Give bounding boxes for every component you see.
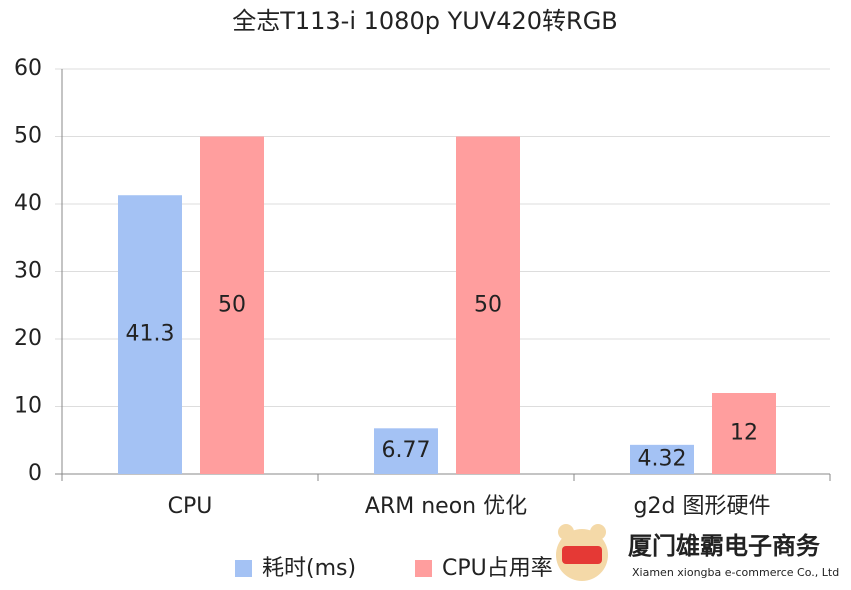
watermark: 厦门雄霸电子商务 Xiamen xiongba e-commerce Co., L… xyxy=(556,524,839,581)
x-tick-label: CPU xyxy=(168,494,213,519)
data-label: 41.3 xyxy=(126,322,175,347)
y-tick-label: 60 xyxy=(14,56,42,81)
y-tick-label: 40 xyxy=(14,191,42,216)
y-tick-label: 20 xyxy=(14,326,42,351)
legend-label: 耗时(ms) xyxy=(262,556,356,581)
chart-title: 全志T113-i 1080p YUV420转RGB xyxy=(232,7,618,35)
bar xyxy=(630,444,694,474)
y-tick-label: 10 xyxy=(14,394,42,419)
legend-swatch xyxy=(415,560,432,577)
legend-label: CPU占用率 xyxy=(442,556,553,581)
data-label: 4.32 xyxy=(638,446,687,471)
bar xyxy=(456,136,520,474)
legend-swatch xyxy=(235,560,252,577)
data-label: 12 xyxy=(730,421,758,446)
x-tick-label: g2d 图形硬件 xyxy=(634,494,771,519)
bar xyxy=(118,195,182,474)
x-tick-label: ARM neon 优化 xyxy=(365,494,527,519)
y-tick-label: 30 xyxy=(14,259,42,284)
watermark-subtitle: Xiamen xiongba e-commerce Co., Ltd xyxy=(632,566,839,579)
watermark-name: 厦门雄霸电子商务 xyxy=(628,532,821,560)
data-label: 50 xyxy=(474,292,502,317)
data-label: 50 xyxy=(218,292,246,317)
y-tick-label: 50 xyxy=(14,124,42,149)
bar xyxy=(200,136,264,474)
watermark-logo-ear xyxy=(590,524,606,540)
bar xyxy=(374,428,438,474)
watermark-logo-shirt xyxy=(562,546,602,564)
bar xyxy=(712,393,776,474)
watermark-logo-ear xyxy=(558,524,574,540)
y-tick-label: 0 xyxy=(28,461,42,486)
data-label: 6.77 xyxy=(382,438,431,463)
